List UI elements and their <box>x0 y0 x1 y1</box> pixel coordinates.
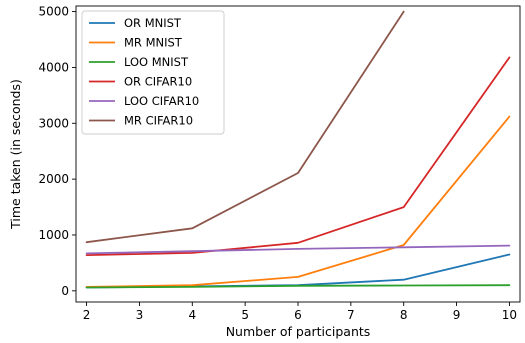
legend-label: OR MNIST <box>124 16 182 30</box>
x-tick-label: 2 <box>83 308 91 322</box>
y-tick-label: 1000 <box>38 228 69 242</box>
x-tick-label: 6 <box>294 308 302 322</box>
series-line-5 <box>85 10 405 244</box>
y-axis: 0 1000 2000 3000 4000 5000 <box>38 5 76 298</box>
x-axis-title: Number of participants <box>226 324 371 339</box>
legend-label: LOO MNIST <box>124 55 189 69</box>
y-tick-label: 2000 <box>38 172 69 186</box>
x-tick-label: 10 <box>502 308 517 322</box>
y-tick-label: 0 <box>61 284 69 298</box>
series-line-1 <box>85 115 511 288</box>
legend-label: MR CIFAR10 <box>124 114 193 128</box>
series-line-4 <box>85 244 511 255</box>
legend-label: MR MNIST <box>124 36 183 50</box>
y-tick-label: 5000 <box>38 5 69 19</box>
legend-label: OR CIFAR10 <box>124 75 192 89</box>
y-tick-label: 3000 <box>38 116 69 130</box>
x-tick-label: 9 <box>453 308 461 322</box>
x-axis: 2 3 4 5 6 7 8 9 10 <box>83 302 517 322</box>
legend-label: LOO CIFAR10 <box>124 94 199 108</box>
x-tick-label: 5 <box>241 308 249 322</box>
plot-lines <box>85 10 511 289</box>
x-tick-label: 4 <box>188 308 196 322</box>
legend: OR MNIST MR MNIST LOO MNIST OR CIFAR10 LOO C… <box>81 10 225 135</box>
legend-box <box>81 10 225 135</box>
series-line-0 <box>85 253 511 289</box>
y-axis-title: Time taken (in seconds) <box>8 79 23 230</box>
x-tick-label: 3 <box>136 308 144 322</box>
y-tick-label: 4000 <box>38 60 69 74</box>
series-line-2 <box>85 284 511 289</box>
series-line-3 <box>85 56 511 257</box>
x-tick-label: 7 <box>347 308 355 322</box>
x-tick-label: 8 <box>400 308 408 322</box>
